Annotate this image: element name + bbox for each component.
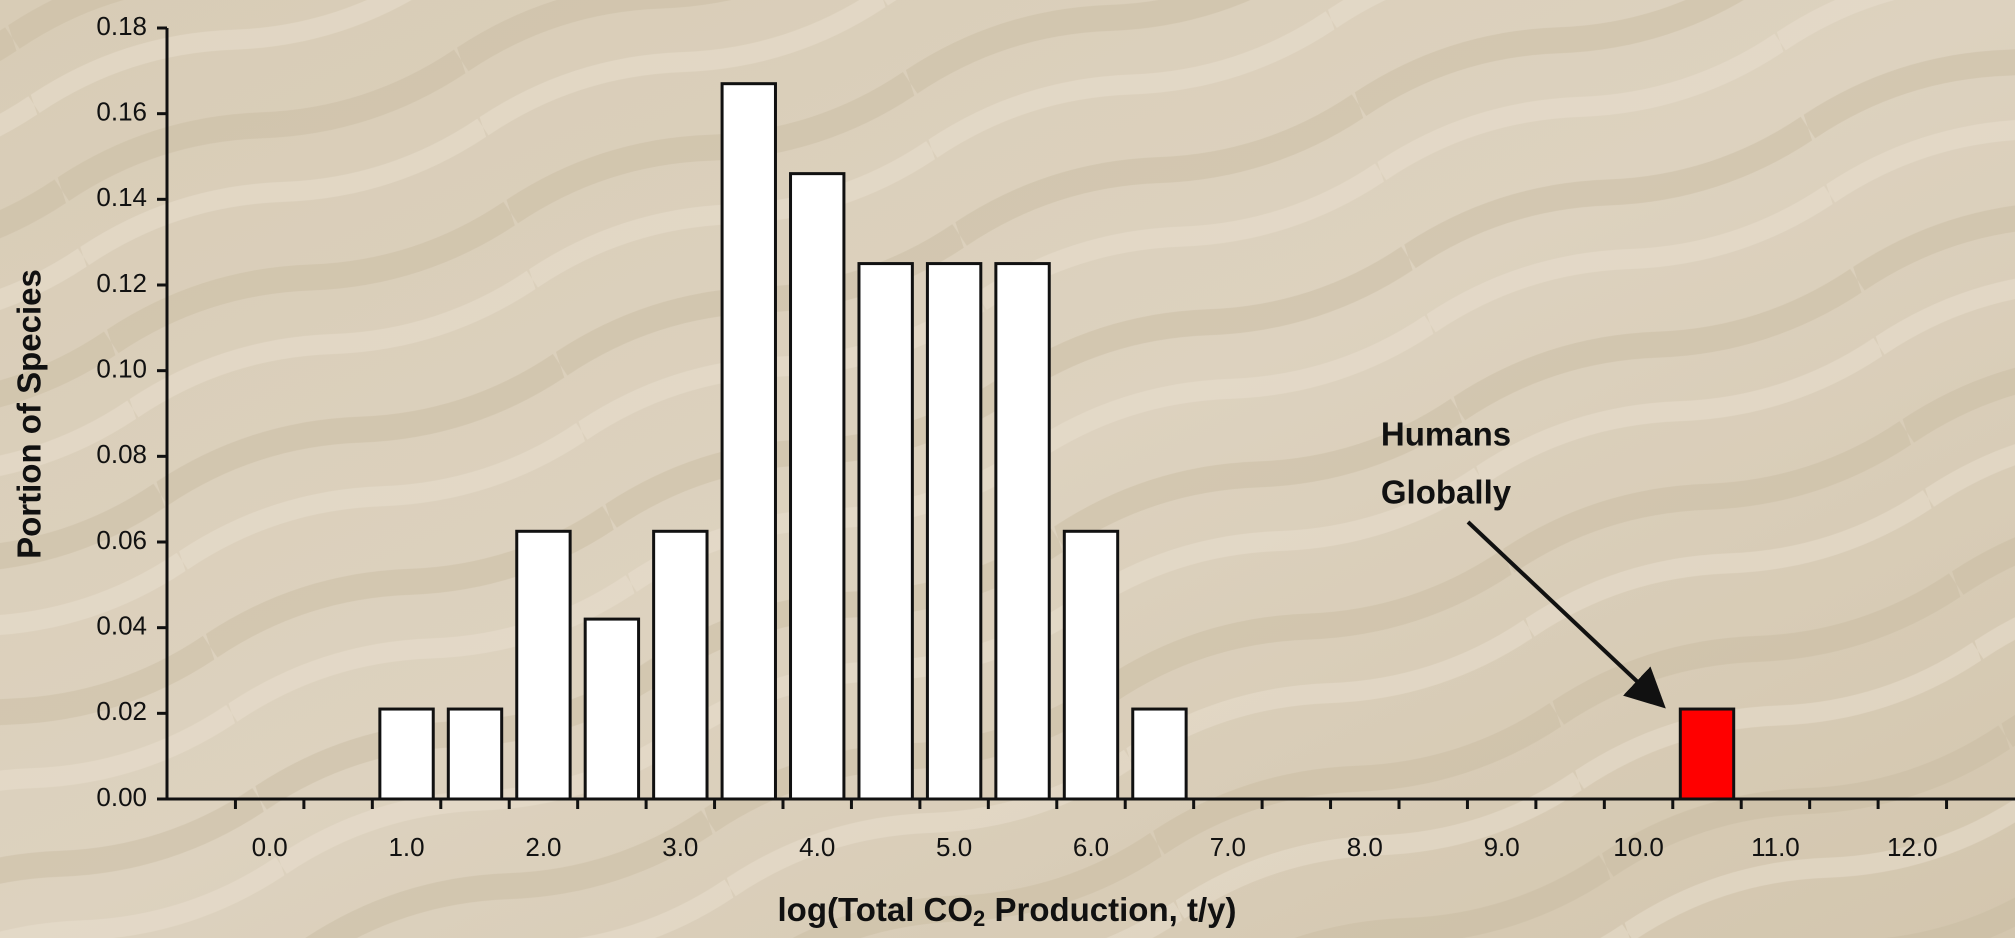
bar: [583, 617, 641, 801]
x-tick-label: 1.0: [388, 832, 424, 862]
x-tick-label: 3.0: [662, 832, 698, 862]
x-axis-title-subscript: 2: [973, 906, 985, 931]
x-tick-label: 4.0: [799, 832, 835, 862]
x-tick-label: 6.0: [1073, 832, 1109, 862]
x-axis-title: log(Total CO2 Production, t/y): [778, 891, 1237, 931]
x-tick-label: 2.0: [525, 832, 561, 862]
y-tick-label: 0.14: [96, 182, 147, 212]
x-axis-title-part: Production, t/y): [985, 891, 1236, 928]
y-tick-label: 0.00: [96, 782, 147, 812]
bar: [994, 262, 1051, 801]
bar: [1131, 707, 1188, 801]
x-tick-label: 7.0: [1210, 832, 1246, 862]
annotation-text: Globally: [1381, 474, 1512, 511]
x-tick-label: 11.0: [1751, 832, 1800, 862]
bar: [789, 172, 846, 801]
bar: [446, 707, 504, 801]
x-tick-label: 8.0: [1347, 832, 1383, 862]
bar: [378, 707, 435, 801]
x-tick-label: 0.0: [252, 832, 288, 862]
y-tick-label: 0.06: [96, 525, 147, 555]
x-tick-label: 12.0: [1887, 832, 1938, 862]
bar: [652, 529, 709, 801]
x-axis-title-part: log(Total CO: [778, 891, 974, 928]
y-tick-label: 0.02: [96, 696, 147, 726]
bar: [720, 82, 777, 801]
x-tick-label: 5.0: [936, 832, 972, 862]
y-tick-label: 0.04: [96, 611, 147, 641]
bar: [925, 262, 983, 801]
y-tick-label: 0.18: [96, 11, 147, 41]
x-tick-label: 9.0: [1484, 832, 1520, 862]
x-tick-label: 10.0: [1613, 832, 1664, 862]
bar: [857, 262, 914, 801]
annotation-arrow: [1466, 520, 1666, 709]
y-axis-title: Portion of Species: [11, 269, 48, 559]
bar: [1062, 529, 1120, 801]
y-tick-label: 0.08: [96, 439, 147, 469]
y-tick-label: 0.12: [96, 268, 147, 298]
bar: [515, 529, 572, 801]
annotation-text: Humans: [1381, 416, 1511, 453]
y-tick-label: 0.10: [96, 354, 147, 384]
bar: [1678, 707, 1736, 801]
y-tick-label: 0.16: [96, 97, 147, 127]
